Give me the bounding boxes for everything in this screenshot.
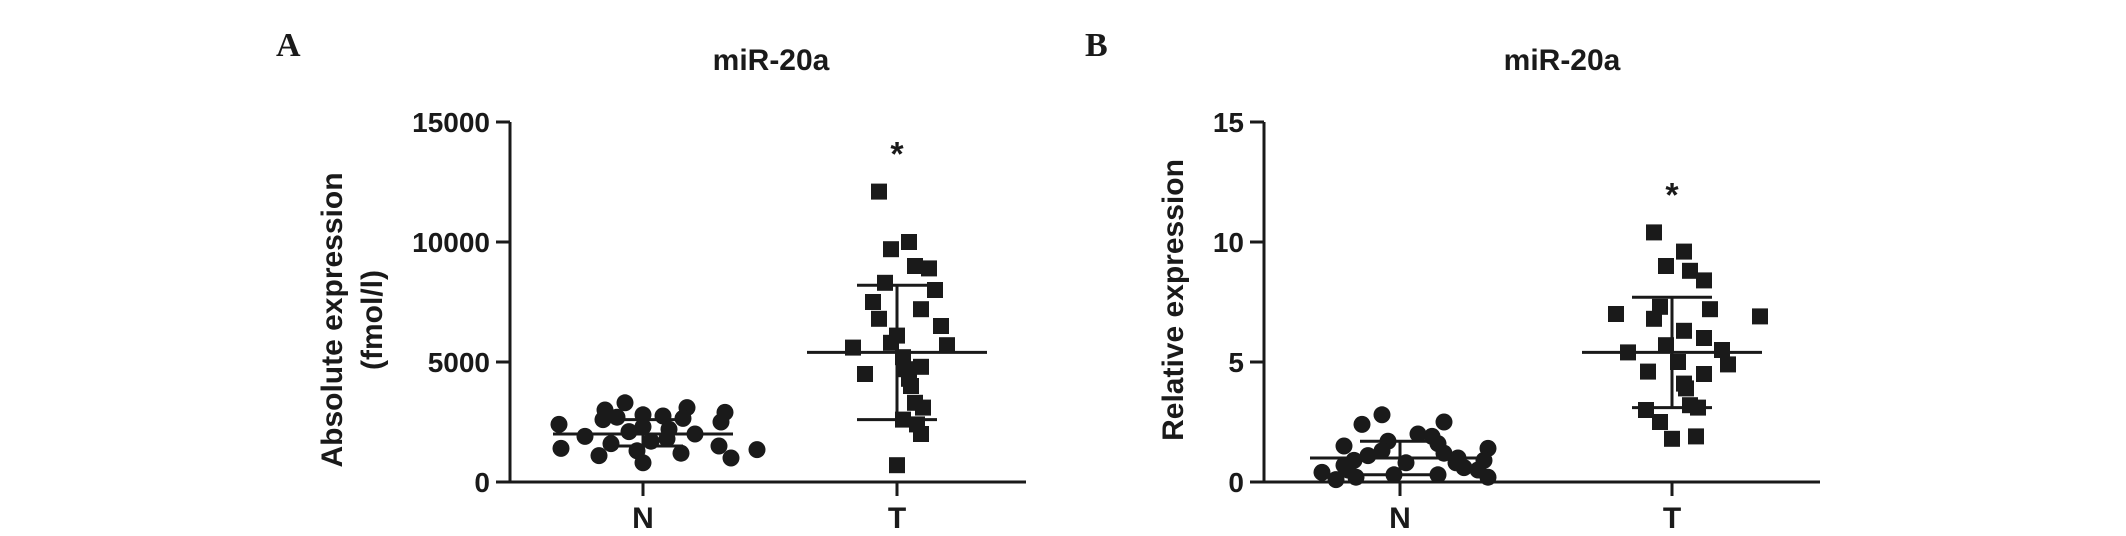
- data-point: [1658, 337, 1674, 354]
- panel-letter: A: [276, 27, 301, 64]
- data-point: [1696, 272, 1712, 289]
- data-point: [620, 423, 638, 441]
- data-point: [1638, 402, 1654, 418]
- data-point: [1678, 380, 1694, 397]
- data-point: [552, 439, 570, 457]
- y-tick-label: 15000: [412, 107, 490, 138]
- data-point: [1752, 308, 1768, 325]
- series-N: [1310, 406, 1497, 489]
- y-tick-label: 10: [1213, 227, 1244, 258]
- x-tick-label: T: [1663, 502, 1681, 535]
- significance-marker: *: [890, 136, 904, 174]
- y-tick-label: 0: [474, 467, 490, 498]
- data-point: [1696, 330, 1712, 346]
- y-tick-label: 5000: [428, 347, 490, 378]
- data-point: [712, 413, 730, 431]
- data-point: [576, 427, 594, 445]
- data-point: [1664, 430, 1680, 447]
- y-axis-label: Absolute expression: [316, 172, 349, 467]
- data-point: [1409, 425, 1427, 443]
- series-T: [807, 183, 987, 474]
- data-point: [903, 378, 919, 394]
- data-point: [1359, 447, 1377, 465]
- data-point: [1646, 310, 1662, 327]
- series-N: [550, 394, 766, 472]
- data-point: [1455, 459, 1473, 477]
- x-tick-label: N: [1389, 502, 1411, 535]
- y-tick-label: 5: [1228, 347, 1244, 378]
- data-point: [1435, 413, 1453, 431]
- data-point: [939, 337, 955, 354]
- data-point: [913, 301, 929, 318]
- data-point: [590, 447, 608, 465]
- data-point: [1688, 428, 1704, 445]
- significance-marker: *: [1665, 176, 1679, 214]
- data-point: [865, 294, 881, 310]
- y-axis-label: Relative expression: [1157, 159, 1190, 441]
- y-tick-label: 0: [1228, 467, 1244, 498]
- data-point: [672, 444, 690, 462]
- data-point: [602, 435, 620, 453]
- data-point: [1676, 243, 1692, 260]
- data-point: [1373, 406, 1391, 424]
- data-point: [921, 260, 937, 277]
- data-point: [1479, 468, 1497, 486]
- data-point: [877, 274, 893, 291]
- data-point: [1327, 471, 1345, 489]
- data-point: [901, 234, 917, 250]
- data-point: [889, 457, 905, 474]
- data-point: [907, 258, 923, 274]
- data-point: [1313, 463, 1331, 481]
- data-point: [1335, 437, 1353, 455]
- data-point: [748, 441, 766, 459]
- data-point: [1702, 301, 1718, 318]
- data-point: [857, 366, 873, 382]
- data-point: [913, 426, 929, 442]
- data-point: [710, 437, 728, 455]
- data-point: [915, 399, 931, 416]
- x-tick-label: N: [632, 502, 654, 535]
- data-point: [1670, 354, 1686, 370]
- data-point: [1658, 258, 1674, 274]
- data-point: [1676, 322, 1692, 339]
- data-point: [871, 310, 887, 327]
- data-point: [1640, 363, 1656, 380]
- data-point: [1373, 442, 1391, 460]
- panel-b: B miR-20a 0 5 10 15 Relative expression N T *: [1085, 27, 1820, 535]
- data-point: [550, 415, 568, 433]
- data-point: [722, 449, 740, 467]
- data-point: [883, 241, 899, 258]
- y-tick-label: 10000: [412, 227, 490, 258]
- data-point: [883, 334, 899, 351]
- data-point: [871, 183, 887, 200]
- chart-title: miR-20a: [1504, 44, 1621, 77]
- y-axis-label: (fmol/l): [356, 270, 389, 370]
- x-tick-label: T: [888, 502, 906, 535]
- chart-title: miR-20a: [713, 44, 830, 77]
- panel-letter: B: [1085, 27, 1108, 64]
- data-point: [1608, 306, 1624, 322]
- data-point: [1646, 224, 1662, 241]
- data-point: [634, 454, 652, 472]
- data-point: [1353, 415, 1371, 433]
- data-point: [1347, 468, 1365, 486]
- series-T: [1582, 224, 1768, 447]
- panel-a: A miR-20a 0 5000 10000 15000 Absolute expres…: [276, 27, 1026, 535]
- data-point: [1652, 414, 1668, 430]
- data-point: [1682, 262, 1698, 279]
- data-point: [616, 394, 634, 412]
- data-point: [1720, 356, 1736, 373]
- y-tick-label: 15: [1213, 107, 1244, 138]
- data-point: [1696, 366, 1712, 382]
- data-point: [1714, 342, 1730, 358]
- data-point: [933, 318, 949, 334]
- data-point: [608, 408, 626, 426]
